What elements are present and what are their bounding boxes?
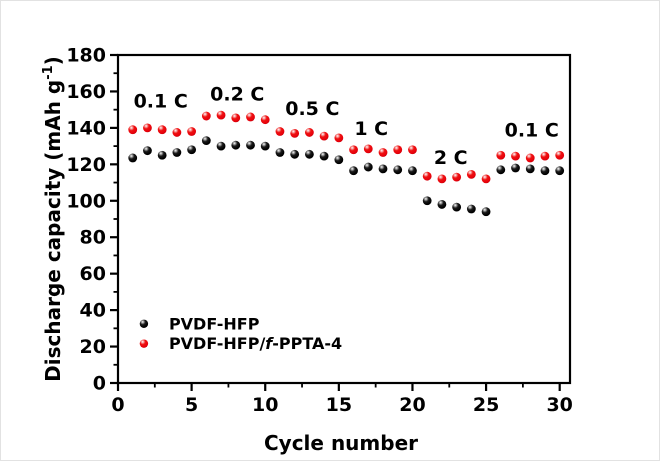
y-axis-tick-label: 80 bbox=[80, 227, 106, 249]
data-point bbox=[466, 204, 476, 214]
legend-item-label: PVDF-HFP bbox=[169, 314, 260, 333]
data-point bbox=[305, 128, 314, 137]
data-point bbox=[187, 127, 197, 136]
data-point bbox=[349, 166, 358, 176]
series-pvdf-hfp-f-ppta-4 bbox=[128, 110, 565, 184]
x-axis-tick-label: 10 bbox=[252, 394, 278, 416]
data-point bbox=[143, 146, 152, 156]
data-point bbox=[540, 151, 550, 161]
data-point bbox=[422, 196, 432, 206]
rate-annotation: 0.1 C bbox=[505, 120, 559, 142]
data-point bbox=[555, 166, 565, 176]
x-axis-tick-label: 0 bbox=[111, 394, 124, 416]
y-axis-tick-label: 40 bbox=[80, 300, 106, 322]
data-point bbox=[290, 149, 300, 159]
data-point bbox=[437, 174, 447, 184]
legend-marker-pvdf-hfp bbox=[139, 319, 149, 328]
data-point bbox=[290, 128, 300, 138]
data-point bbox=[481, 174, 491, 184]
data-point bbox=[246, 140, 255, 150]
data-point bbox=[393, 165, 403, 175]
data-point bbox=[408, 145, 417, 155]
y-axis-tick-label: 120 bbox=[66, 154, 106, 176]
y-axis-tick-label: 140 bbox=[66, 117, 106, 139]
data-point bbox=[260, 115, 270, 125]
data-point bbox=[246, 112, 255, 122]
data-point bbox=[496, 165, 506, 175]
data-point bbox=[275, 148, 285, 157]
axes: 0 20 40 60 80 100 120 140 160 180 0 5 10 15 20 25 30 bbox=[66, 45, 573, 417]
data-point bbox=[128, 153, 138, 163]
data-point bbox=[172, 148, 182, 157]
data-point bbox=[319, 131, 329, 141]
x-axis-tick-label: 15 bbox=[326, 394, 352, 416]
data-point bbox=[378, 148, 388, 157]
series-pvdf-hfp bbox=[128, 136, 565, 217]
rate-annotation: 2 C bbox=[434, 147, 468, 169]
data-point bbox=[452, 202, 462, 212]
data-point bbox=[408, 166, 417, 176]
data-point bbox=[231, 140, 241, 150]
data-point bbox=[466, 169, 476, 179]
x-axis-title: Cycle number bbox=[264, 431, 418, 455]
y-axis-title: Discharge capacity (mAh g-1) bbox=[41, 56, 65, 382]
x-axis-tick-label: 25 bbox=[473, 394, 499, 416]
data-point bbox=[481, 207, 491, 217]
data-point bbox=[201, 136, 211, 146]
data-point bbox=[540, 166, 550, 176]
y-axis-tick-label: 0 bbox=[93, 373, 106, 395]
data-point bbox=[525, 153, 535, 163]
data-point bbox=[349, 145, 358, 155]
data-point bbox=[275, 127, 285, 136]
y-axis-tick-label: 160 bbox=[66, 81, 106, 103]
data-point bbox=[334, 133, 344, 143]
data-point bbox=[363, 144, 373, 154]
data-point bbox=[216, 141, 226, 151]
data-point bbox=[437, 200, 447, 209]
data-point bbox=[172, 128, 182, 137]
data-point bbox=[319, 151, 329, 161]
rate-annotation: 0.5 C bbox=[285, 98, 339, 120]
data-point bbox=[187, 145, 197, 155]
data-point bbox=[422, 171, 432, 181]
legend-marker-pvdf-hfp-f-ppta-4 bbox=[139, 339, 149, 348]
data-point bbox=[143, 123, 152, 133]
data-point bbox=[201, 111, 211, 121]
y-axis-tick-label: 60 bbox=[80, 263, 106, 285]
data-point bbox=[363, 162, 373, 172]
data-point bbox=[555, 150, 565, 160]
legend-item-label: PVDF-HFP/f-PPTA-4 bbox=[169, 334, 342, 353]
y-axis-tick-label: 20 bbox=[80, 336, 106, 358]
data-point bbox=[260, 141, 270, 151]
data-point bbox=[393, 145, 403, 155]
y-axis-tick-label: 180 bbox=[66, 45, 106, 67]
rate-annotation: 1 C bbox=[354, 118, 388, 140]
x-axis-tick-label: 20 bbox=[399, 394, 425, 416]
x-axis-tick-label: 30 bbox=[546, 394, 572, 416]
y-axis-tick-label: 100 bbox=[66, 190, 106, 212]
data-point bbox=[128, 125, 138, 135]
data-point bbox=[334, 155, 344, 165]
data-point bbox=[525, 164, 535, 174]
rate-annotation: 0.2 C bbox=[210, 83, 264, 105]
data-point bbox=[511, 151, 520, 161]
data-point bbox=[496, 150, 506, 160]
data-point bbox=[378, 164, 388, 174]
rate-annotation: 0.1 C bbox=[134, 91, 188, 113]
data-point bbox=[216, 110, 226, 120]
data-point bbox=[452, 172, 462, 182]
data-point bbox=[511, 163, 520, 173]
data-point bbox=[305, 149, 314, 159]
x-axis-tick-label: 5 bbox=[185, 394, 198, 416]
data-point bbox=[157, 150, 167, 160]
data-point bbox=[231, 113, 241, 123]
data-point bbox=[157, 125, 167, 135]
